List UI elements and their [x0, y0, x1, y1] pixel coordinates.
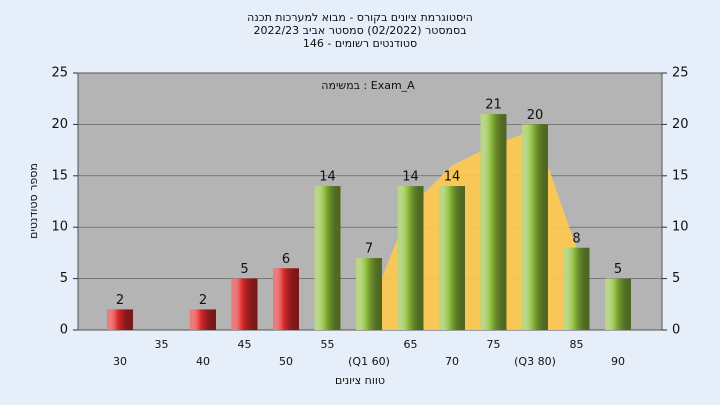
bar-shade	[563, 247, 590, 330]
bar-shade	[273, 268, 299, 330]
data-label: 14	[402, 170, 419, 185]
y2-tick-label: 10	[672, 220, 689, 235]
x-tick-label: 45	[238, 338, 252, 351]
annotation: במשימה : Exam_A	[321, 79, 415, 92]
data-label: 2	[199, 293, 207, 308]
data-label: 6	[282, 252, 290, 267]
x-tick-label: 75	[487, 338, 501, 351]
chart-subtitle: סטודנטים רשומים - 146	[303, 37, 417, 50]
bar-shade	[480, 114, 507, 331]
chart-subtitle: בסמסטר (02/2022) סמסטר אביב 2022/23	[253, 24, 466, 37]
bar-shade	[356, 258, 382, 330]
bar-shade	[231, 278, 258, 330]
x-tick-label: (Q3 80)	[514, 355, 556, 368]
bar-shade	[522, 124, 548, 331]
data-label: 14	[444, 170, 461, 185]
x-tick-label: 40	[196, 355, 210, 368]
bar-shade	[397, 186, 424, 330]
bar-shade	[190, 309, 216, 330]
bar-shade	[605, 278, 631, 330]
x-tick-label: 30	[113, 355, 127, 368]
y-tick-label: 15	[51, 168, 68, 183]
x-tick-label: 70	[445, 355, 459, 368]
y2-tick-label: 20	[672, 117, 689, 132]
y2-tick-label: 25	[672, 66, 689, 81]
y-axis-label: מספר סטודנטים	[27, 163, 40, 239]
y-tick-label: 25	[51, 66, 68, 81]
x-axis-label: טווח ציונים	[335, 374, 385, 387]
y2-tick-label: 5	[672, 271, 680, 286]
y-tick-label: 0	[60, 323, 68, 338]
y2-tick-label: 15	[672, 168, 689, 183]
bar-shade	[107, 309, 133, 330]
data-label: 5	[240, 262, 248, 277]
y-tick-label: 10	[51, 220, 68, 235]
bar-shade	[314, 186, 341, 330]
y2-tick-label: 0	[672, 323, 680, 338]
data-label: 7	[365, 242, 373, 257]
x-tick-label: 50	[279, 355, 293, 368]
x-tick-label: 65	[404, 338, 418, 351]
x-tick-label: 35	[155, 338, 169, 351]
x-tick-label: 90	[611, 355, 625, 368]
data-label: 20	[527, 108, 544, 123]
x-tick-label: 85	[570, 338, 584, 351]
data-label: 5	[614, 262, 622, 277]
x-tick-label: (Q1 60)	[348, 355, 390, 368]
data-label: 21	[485, 98, 502, 113]
data-label: 2	[116, 293, 124, 308]
y-tick-label: 5	[60, 271, 68, 286]
data-label: 8	[572, 231, 580, 246]
chart-title: היסטוגרמת ציונים בקורס - מבוא למערכות תכ…	[247, 11, 473, 24]
data-label: 14	[319, 170, 336, 185]
y-tick-label: 20	[51, 117, 68, 132]
x-tick-label: 55	[321, 338, 335, 351]
bar-shade	[439, 186, 465, 330]
